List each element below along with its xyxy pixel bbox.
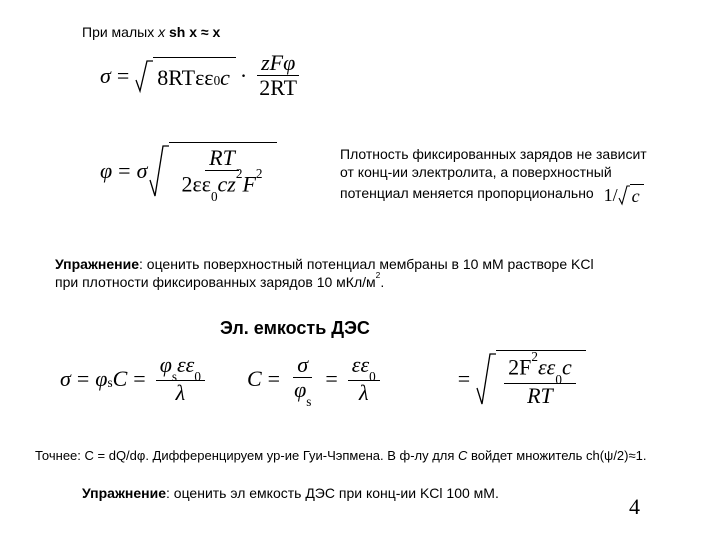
- f3p1-eq2: =: [133, 366, 145, 392]
- f3p3-num-c: c: [562, 354, 572, 379]
- small-x-statement: При малых x sh x ≈ x: [82, 24, 220, 40]
- f1-num: zFφ: [257, 52, 299, 76]
- f2-sigma: σ: [137, 158, 148, 184]
- f3p2-C: C: [247, 366, 262, 392]
- f3p1-den: λ: [172, 381, 190, 404]
- f3p3-num-sup1: 2: [531, 349, 538, 364]
- ex1-text-b: при плотности фиксированных зарядов 10 м…: [55, 274, 376, 290]
- f1-sqrt-sub0: 0: [214, 73, 221, 89]
- ex2-text: : оценить эл емкость ДЭС при конц-ии KCl…: [166, 485, 499, 501]
- f3p3-den: RT: [523, 384, 557, 407]
- f2-den-c: F: [242, 171, 255, 196]
- f3p2-num: σ: [293, 354, 312, 378]
- f2-sqrt: RT 2εε0cz2F2: [149, 142, 276, 200]
- formula-capacitance-row: σ = φsC = φsεε0 λ C = σ φs = εε0 λ =: [60, 350, 586, 408]
- f3p3-num-a: 2F: [508, 354, 531, 379]
- f3p3-sqrt: 2F2εε0c RT: [476, 350, 586, 408]
- f1-den: 2RT: [255, 76, 301, 99]
- f3p2-den-phi: φ: [294, 377, 306, 402]
- f3p3-num-b: εε: [538, 354, 555, 379]
- inline-sqrt: c: [618, 184, 644, 206]
- f2-den-sup2: 2: [256, 166, 263, 181]
- para-line-c: потенциал меняется пропорционально: [340, 185, 594, 201]
- ex1-dot: .: [380, 274, 384, 290]
- ex1-sup: 2: [376, 270, 381, 280]
- f3p3-num-sub: 0: [555, 372, 562, 387]
- f3p1-num-sub-s: s: [172, 369, 177, 384]
- charge-density-paragraph: Плотность фиксированных зарядов не завис…: [340, 146, 660, 204]
- exercise-2: Упражнение: оценить эл емкость ДЭС при к…: [82, 485, 499, 501]
- f2-num: RT: [205, 147, 239, 171]
- f1-sqrt-inner-b: c: [220, 65, 230, 91]
- para-line-a: Плотность фиксированных зарядов не завис…: [340, 146, 647, 162]
- f1-eq: =: [117, 63, 129, 89]
- f3p3-eq5: =: [458, 366, 470, 392]
- f3p1-eq1: =: [77, 366, 89, 392]
- formula-sigma: σ = 8RTεε0c · zFφ 2RT: [100, 52, 305, 99]
- f3p2-eq4: =: [325, 366, 337, 392]
- topline-relation: sh x ≈ x: [169, 24, 220, 40]
- f2-den-a: 2εε: [181, 171, 210, 196]
- f1-dot: ·: [240, 63, 247, 89]
- para-line-b: от конц-ии электролита, а поверхностный: [340, 164, 612, 180]
- formula-phi: φ = σ RT 2εε0cz2F2: [100, 142, 277, 200]
- f3p1-sub-s: s: [107, 375, 112, 391]
- f2-lhs: φ: [100, 158, 112, 184]
- f1-sqrt: 8RTεε0c: [135, 57, 236, 95]
- f2-den-sub: 0: [211, 189, 218, 204]
- f3p1-phi: φ: [95, 366, 107, 392]
- section-heading: Эл. емкость ДЭС: [220, 318, 370, 339]
- f3p2-den2: λ: [355, 381, 373, 404]
- topline-prefix: При малых: [82, 24, 158, 40]
- f3p2-den-sub: s: [306, 394, 311, 409]
- f2-den-sup: 2: [236, 166, 243, 181]
- f3p1-num-sub0: 0: [194, 369, 201, 384]
- f3p1-C: C: [113, 366, 128, 392]
- f1-lhs: σ: [100, 63, 111, 89]
- f3p2-num2-eps: εε: [352, 352, 369, 377]
- ex2-label: Упражнение: [82, 485, 166, 501]
- f3p1-num-eps: εε: [177, 352, 194, 377]
- f1-frac: zFφ 2RT: [255, 52, 301, 99]
- note-a: Точнее: С = dQ/dφ. Дифференцируем ур-ие …: [35, 448, 458, 463]
- note-b: войдет множитель ch(ψ/2)≈1.: [467, 448, 646, 463]
- f3p1-num-phi: φ: [160, 352, 172, 377]
- inline-sqrt-var: c: [632, 185, 640, 208]
- precision-note: Точнее: С = dQ/dφ. Дифференцируем ур-ие …: [35, 448, 680, 463]
- f1-sqrt-inner-a: 8RTεε: [157, 65, 213, 91]
- ex1-label: Упражнение: [55, 256, 139, 272]
- ex1-text-a: : оценить поверхностный потенциал мембра…: [139, 256, 594, 272]
- f2-eq: =: [118, 158, 130, 184]
- f3p2-num2-sub: 0: [369, 369, 376, 384]
- inline-one: 1: [604, 184, 613, 207]
- f3p1-sigma: σ: [60, 366, 71, 392]
- exercise-1: Упражнение: оценить поверхностный потенц…: [55, 255, 660, 291]
- f2-den-b: cz: [218, 171, 236, 196]
- page-number: 4: [629, 494, 640, 520]
- f3p2-eq3: =: [268, 366, 280, 392]
